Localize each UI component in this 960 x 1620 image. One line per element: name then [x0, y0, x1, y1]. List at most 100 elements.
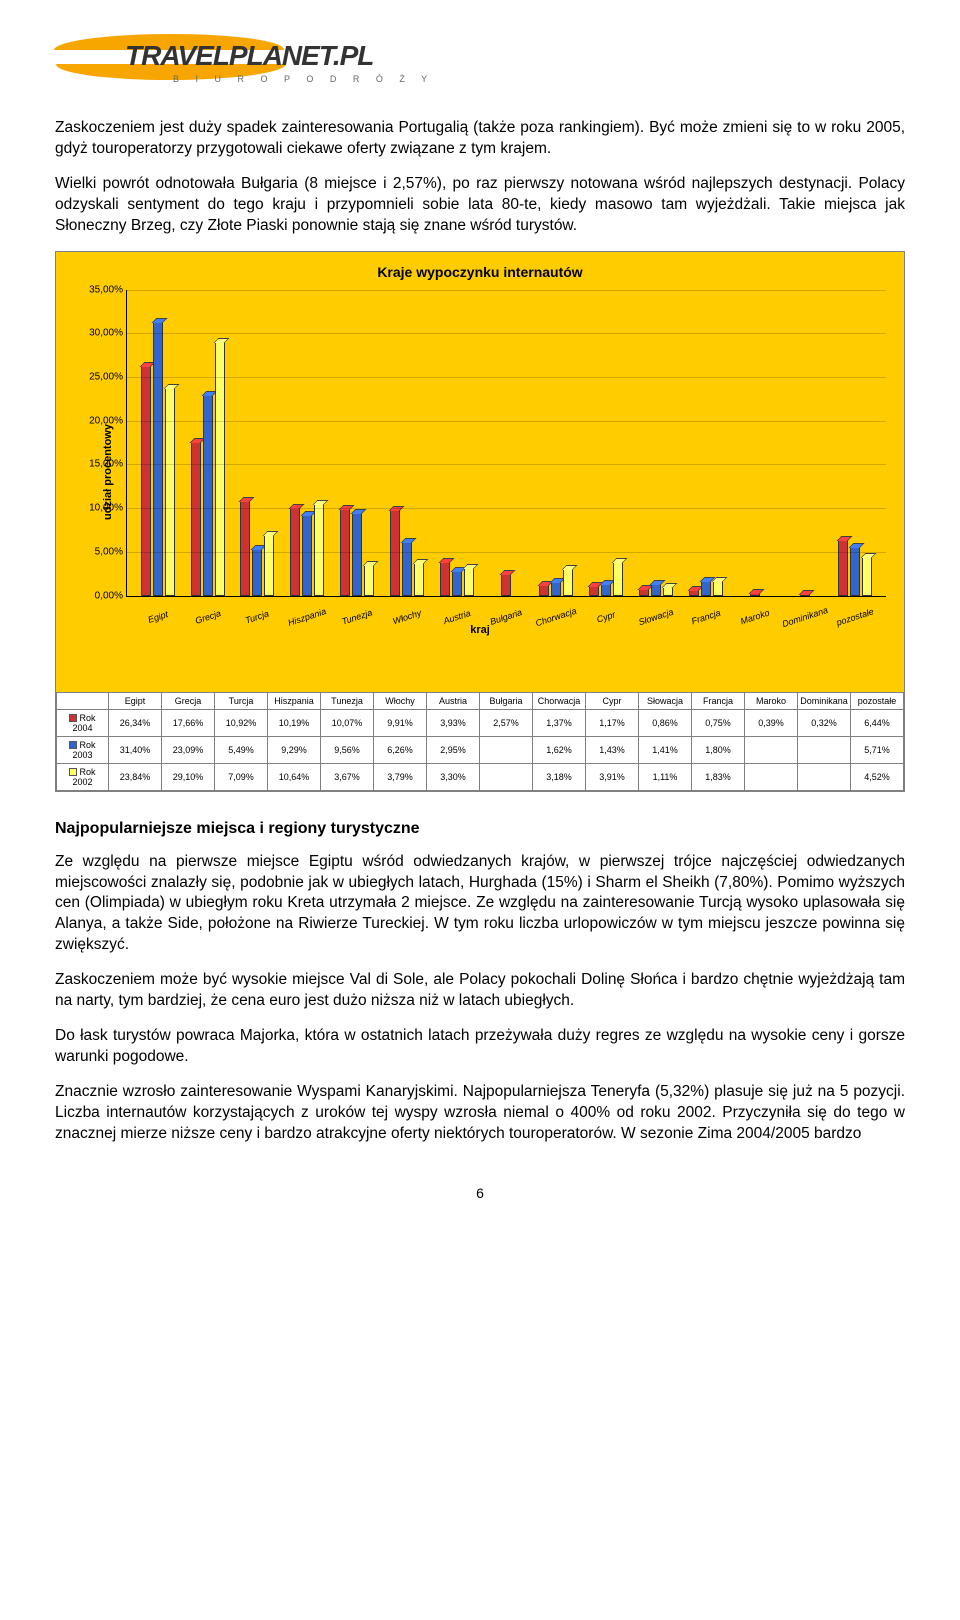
table-cell: 1,41%: [639, 736, 692, 763]
bar: [701, 580, 711, 596]
xcategory-label: Słowacja: [637, 606, 674, 627]
table-row: Rok 200223,84%29,10%7,09%10,64%3,67%3,79…: [57, 763, 904, 790]
table-cell: 6,26%: [374, 736, 427, 763]
table-cell: 10,92%: [215, 709, 268, 736]
bar: [862, 556, 872, 596]
category-group: Włochy: [382, 290, 432, 596]
ytick-label: 10,00%: [75, 503, 123, 514]
bar: [264, 534, 274, 596]
bar: [464, 567, 474, 596]
xcategory-label: Austria: [442, 608, 472, 626]
table-cell: 2,95%: [427, 736, 480, 763]
table-cell: 6,44%: [851, 709, 904, 736]
table-header-cell: Bułgaria: [480, 692, 533, 709]
body-para-2: Zaskoczeniem może być wysokie miejsce Va…: [55, 970, 905, 1012]
gridline: [127, 421, 886, 422]
table-header-cell: Turcja: [215, 692, 268, 709]
table-header-cell: [57, 692, 109, 709]
bar: [539, 584, 549, 596]
table-cell: 2,57%: [480, 709, 533, 736]
bar: [838, 539, 848, 595]
ytick-label: 25,00%: [75, 372, 123, 383]
bars-container: EgiptGrecjaTurcjaHiszpaniaTunezjaWłochyA…: [127, 290, 886, 596]
table-row: Rok 200426,34%17,66%10,92%10,19%10,07%9,…: [57, 709, 904, 736]
bar: [589, 585, 599, 595]
table-cell: 0,75%: [692, 709, 745, 736]
table-cell: 1,37%: [533, 709, 586, 736]
table-cell: 3,93%: [427, 709, 480, 736]
table-cell: 1,80%: [692, 736, 745, 763]
table-cell: Rok 2003: [57, 736, 109, 763]
table-cell: 9,29%: [268, 736, 321, 763]
gridline: [127, 464, 886, 465]
page-number: 6: [55, 1185, 905, 1201]
bar: [215, 341, 225, 595]
bar: [153, 321, 163, 596]
table-header-cell: Dominikana: [798, 692, 851, 709]
table-cell: 7,09%: [215, 763, 268, 790]
bar: [165, 387, 175, 595]
category-group: Słowacja: [631, 290, 681, 596]
bar: [613, 561, 623, 595]
category-group: pozostałe: [830, 290, 880, 596]
gridline: [127, 377, 886, 378]
table-cell: [480, 763, 533, 790]
ytick-label: 5,00%: [75, 546, 123, 557]
chart-data-table: EgiptGrecjaTurcjaHiszpaniaTunezjaWłochyA…: [56, 692, 904, 791]
xcategory-label: Chorwacja: [534, 605, 578, 628]
gridline: [127, 508, 886, 509]
table-cell: 3,79%: [374, 763, 427, 790]
bar: [440, 561, 450, 595]
category-group: Egipt: [133, 290, 183, 596]
table-cell: [480, 736, 533, 763]
bar: [452, 570, 462, 596]
bar: [414, 562, 424, 595]
category-group: Hiszpania: [282, 290, 332, 596]
table-cell: 10,07%: [321, 709, 374, 736]
table-cell: [745, 763, 798, 790]
bar: [651, 583, 661, 595]
xcategory-label: Hiszpania: [287, 606, 328, 628]
table-cell: Rok 2004: [57, 709, 109, 736]
logo-text: TRAVELPLANET.PL: [125, 40, 373, 72]
section-heading: Najpopularniejsze miejsca i regiony tury…: [55, 820, 905, 838]
bar: [501, 573, 511, 595]
table-header-cell: Słowacja: [639, 692, 692, 709]
table-cell: 26,34%: [109, 709, 162, 736]
bar: [563, 568, 573, 596]
table-header-cell: Hiszpania: [268, 692, 321, 709]
table-cell: 0,86%: [639, 709, 692, 736]
body-para-1: Ze względu na pierwsze miejsce Egiptu wś…: [55, 852, 905, 957]
bar: [713, 580, 723, 596]
table-cell: 10,19%: [268, 709, 321, 736]
logo-subtext: B I U R O P O D R Ó Ż Y: [173, 74, 434, 84]
chart-block: Kraje wypoczynku internautów udział proc…: [55, 251, 905, 792]
chart-area: Kraje wypoczynku internautów udział proc…: [56, 252, 904, 692]
table-cell: 10,64%: [268, 763, 321, 790]
table-cell: 9,56%: [321, 736, 374, 763]
table-cell: 31,40%: [109, 736, 162, 763]
table-cell: 0,39%: [745, 709, 798, 736]
table-cell: [798, 736, 851, 763]
gridline: [127, 333, 886, 334]
ytick-label: 35,00%: [75, 284, 123, 295]
table-cell: [745, 736, 798, 763]
table-cell: 0,32%: [798, 709, 851, 736]
xcategory-label: Dominikana: [781, 605, 829, 629]
table-cell: 4,52%: [851, 763, 904, 790]
table-cell: 23,84%: [109, 763, 162, 790]
table-cell: 17,66%: [162, 709, 215, 736]
table-cell: Rok 2002: [57, 763, 109, 790]
bar: [601, 583, 611, 596]
table-cell: 3,67%: [321, 763, 374, 790]
table-header-cell: Włochy: [374, 692, 427, 709]
legend-swatch: [69, 741, 77, 749]
bar: [402, 541, 412, 596]
category-group: Bułgaria: [482, 290, 532, 596]
category-group: Austria: [432, 290, 482, 596]
category-group: Tunezja: [332, 290, 382, 596]
table-cell: 3,30%: [427, 763, 480, 790]
bar: [302, 514, 312, 595]
table-cell: 3,18%: [533, 763, 586, 790]
intro-para-2: Wielki powrót odnotowała Bułgaria (8 mie…: [55, 174, 905, 237]
